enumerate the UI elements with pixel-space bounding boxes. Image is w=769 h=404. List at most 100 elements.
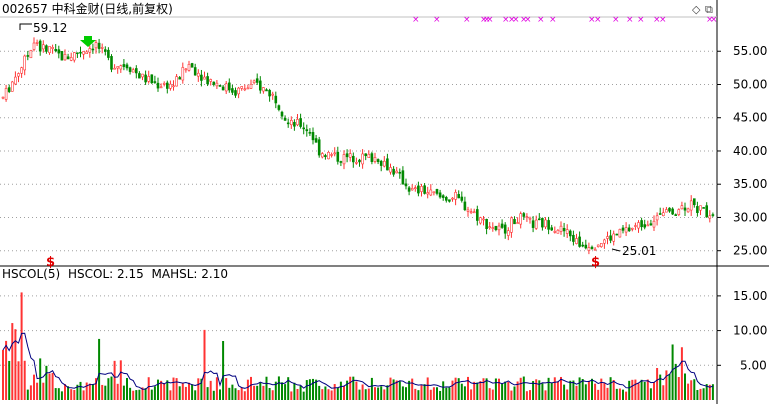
- volume-bar: [572, 380, 575, 400]
- candle-body: [652, 220, 656, 228]
- candle-body: [367, 153, 371, 158]
- volume-bar: [532, 381, 535, 400]
- volume-bar: [262, 385, 265, 400]
- volume-bar: [420, 385, 423, 400]
- candle: [537, 213, 541, 221]
- volume-bar: [367, 388, 370, 400]
- candle-body: [116, 66, 119, 69]
- volume-bar: [330, 390, 333, 400]
- candle: [181, 62, 185, 84]
- candle-body: [234, 90, 237, 96]
- volume-bar: [377, 387, 380, 400]
- volume-bar: [64, 384, 66, 400]
- candle-body: [274, 95, 278, 104]
- volume-bar: [628, 380, 631, 400]
- candle: [107, 47, 110, 61]
- candle: [128, 66, 132, 75]
- volume-bar: [454, 377, 457, 400]
- candle: [435, 188, 439, 196]
- volume-bar: [398, 381, 401, 400]
- candle: [48, 46, 51, 55]
- candle-body: [454, 192, 457, 200]
- candle: [655, 212, 659, 226]
- candle-body: [683, 207, 687, 211]
- candle: [131, 67, 135, 73]
- candle-body: [97, 42, 101, 49]
- candle: [41, 40, 45, 53]
- candle-body: [460, 196, 464, 201]
- candle: [630, 227, 634, 232]
- volume-bar: [178, 386, 181, 400]
- candle: [218, 84, 222, 87]
- candle-body: [355, 162, 358, 164]
- volume-bar: [615, 388, 618, 400]
- volume-bar: [324, 386, 327, 400]
- volume-bar: [535, 379, 538, 400]
- candle: [544, 217, 547, 230]
- volume-bar: [504, 381, 507, 400]
- candle: [258, 76, 262, 94]
- volume-bar: [268, 388, 271, 400]
- candle: [178, 75, 181, 80]
- volume-bar: [498, 378, 500, 400]
- candle: [503, 222, 507, 239]
- candle: [541, 217, 544, 231]
- candle-body: [534, 219, 538, 229]
- volume-bar: [491, 389, 494, 400]
- candle-body: [172, 85, 175, 88]
- candle-body: [88, 48, 92, 53]
- candle-body: [66, 56, 70, 60]
- candle-body: [302, 127, 306, 130]
- candle: [575, 233, 578, 245]
- annotations: 59.12 25.01 $ $: [33, 21, 656, 270]
- candle: [29, 49, 33, 59]
- volume-bar: [116, 383, 119, 400]
- volume-bar: [370, 377, 373, 400]
- volume-bar: [414, 388, 417, 400]
- candle-body: [485, 219, 488, 230]
- volume-bar: [631, 379, 634, 400]
- volume-bar: [693, 379, 696, 400]
- candle: [593, 247, 597, 251]
- volume-tick-label: 5.00: [740, 358, 767, 372]
- candle: [311, 127, 315, 145]
- candle: [426, 186, 430, 199]
- candle: [432, 191, 436, 196]
- candle: [596, 244, 600, 248]
- candle-body: [516, 222, 519, 224]
- candle: [382, 156, 386, 168]
- candle: [513, 216, 516, 225]
- volume-bar: [507, 381, 510, 400]
- candle: [327, 151, 330, 160]
- volume-bar: [408, 380, 411, 400]
- candle: [228, 78, 231, 93]
- diamond-icon[interactable]: ◇: [692, 3, 701, 16]
- candle-body: [426, 192, 430, 195]
- volume-bar: [522, 376, 525, 400]
- candle-body: [336, 151, 340, 162]
- candle-body: [17, 73, 20, 77]
- volume-bar: [308, 379, 311, 400]
- restore-icon[interactable]: ⧉: [705, 3, 713, 16]
- candle: [268, 88, 271, 102]
- signal-marks: × × × ××× ××× ×× × × ×× × × × ×× ××: [19, 15, 718, 252]
- volume-bar: [684, 373, 686, 400]
- candle-body: [382, 160, 386, 167]
- candle: [51, 44, 54, 54]
- candle: [612, 230, 616, 246]
- candle: [234, 87, 237, 98]
- candle: [305, 124, 309, 137]
- candle: [506, 227, 510, 241]
- volume-bar: [457, 378, 460, 400]
- candle-body: [488, 226, 492, 228]
- candle-body: [345, 153, 349, 158]
- candle-body: [320, 153, 324, 158]
- candle-body: [575, 238, 578, 244]
- candle-body: [339, 161, 343, 163]
- candle: [559, 221, 563, 235]
- volume-bar: [265, 376, 268, 400]
- candle-body: [283, 117, 287, 121]
- volume-bar: [494, 378, 497, 400]
- volume-bar: [389, 377, 392, 400]
